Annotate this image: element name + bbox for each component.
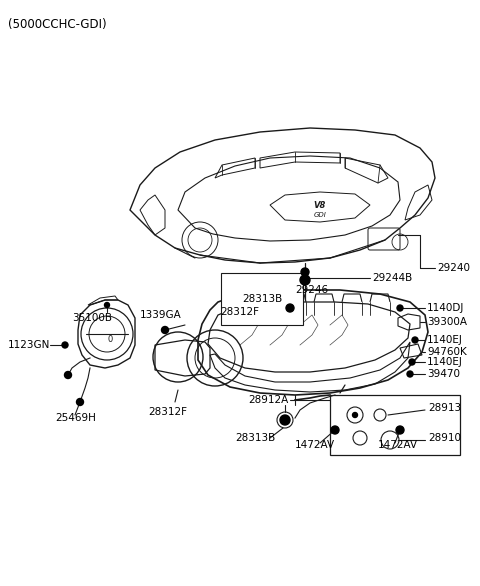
Text: 28310: 28310 bbox=[230, 277, 263, 287]
Text: 28313B: 28313B bbox=[242, 294, 282, 304]
Bar bbox=[330, 395, 460, 455]
Circle shape bbox=[286, 304, 294, 312]
Text: (5000CCHC-GDI): (5000CCHC-GDI) bbox=[8, 18, 107, 31]
Text: 28910: 28910 bbox=[428, 433, 461, 443]
Circle shape bbox=[62, 342, 68, 348]
Circle shape bbox=[301, 268, 309, 276]
Text: 1472AV: 1472AV bbox=[295, 440, 335, 450]
Text: 25469H: 25469H bbox=[55, 413, 96, 423]
Circle shape bbox=[76, 398, 84, 406]
Circle shape bbox=[397, 305, 403, 311]
Text: GDI: GDI bbox=[313, 212, 326, 218]
Text: 28913: 28913 bbox=[428, 403, 461, 413]
Circle shape bbox=[105, 302, 109, 308]
Circle shape bbox=[352, 413, 358, 417]
Text: 29246: 29246 bbox=[295, 285, 328, 295]
Circle shape bbox=[409, 359, 415, 365]
Text: 94760K: 94760K bbox=[427, 347, 467, 357]
Text: 29240: 29240 bbox=[437, 263, 470, 273]
Text: 1140EJ: 1140EJ bbox=[427, 335, 463, 345]
Text: 1140DJ: 1140DJ bbox=[427, 303, 464, 313]
Text: 1339GA: 1339GA bbox=[140, 310, 182, 320]
Text: V8: V8 bbox=[314, 200, 326, 210]
Text: 0: 0 bbox=[108, 336, 113, 345]
Circle shape bbox=[300, 275, 310, 285]
Text: 39300A: 39300A bbox=[427, 317, 467, 327]
Circle shape bbox=[412, 337, 418, 343]
Text: 28312F: 28312F bbox=[148, 407, 187, 417]
Circle shape bbox=[161, 326, 168, 333]
Circle shape bbox=[64, 372, 72, 379]
Text: 28313B: 28313B bbox=[235, 433, 275, 443]
Circle shape bbox=[407, 371, 413, 377]
Text: 29244B: 29244B bbox=[372, 273, 412, 283]
Circle shape bbox=[280, 415, 290, 425]
Text: 28312F: 28312F bbox=[220, 307, 259, 317]
Text: 1472AV: 1472AV bbox=[378, 440, 418, 450]
Text: 35100B: 35100B bbox=[72, 313, 112, 323]
Text: 39470: 39470 bbox=[427, 369, 460, 379]
Circle shape bbox=[331, 426, 339, 434]
Text: 28912A: 28912A bbox=[248, 395, 288, 405]
Text: 1140EJ: 1140EJ bbox=[427, 357, 463, 367]
Text: 1123GN: 1123GN bbox=[8, 340, 50, 350]
Circle shape bbox=[396, 426, 404, 434]
